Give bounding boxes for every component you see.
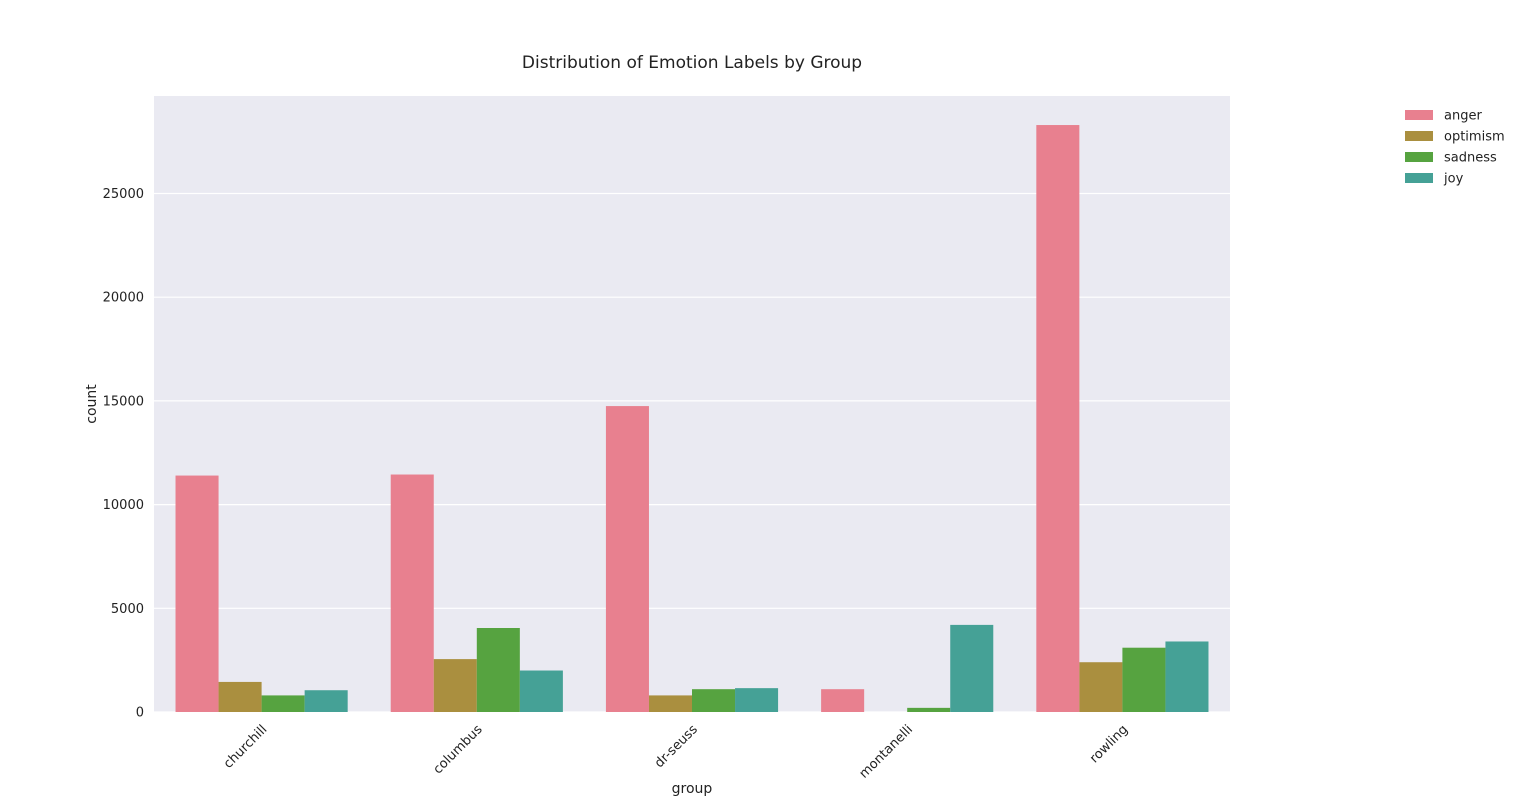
- legend-swatch-joy: [1405, 173, 1433, 183]
- x-tick-label: rowling: [1087, 722, 1131, 766]
- bar-joy-montanelli: [950, 624, 994, 712]
- x-axis-ticks: churchill columbus dr-seuss montanelli rowli…: [221, 722, 1131, 782]
- legend-swatch-sadness: [1405, 152, 1433, 162]
- bar-anger-rowling: [1036, 125, 1080, 712]
- x-tick-label: dr-seuss: [652, 722, 701, 771]
- legend: anger optimism sadness joy: [1405, 109, 1505, 187]
- bar-optimism-dr-seuss: [648, 695, 692, 712]
- bar-sadness-rowling: [1122, 647, 1166, 712]
- x-axis-label: group: [672, 781, 713, 797]
- legend-label-optimism: optimism: [1444, 130, 1505, 145]
- y-tick-label: 25000: [103, 187, 144, 202]
- y-axis-ticks: 0 5000 10000 15000 20000 25000: [103, 187, 144, 721]
- legend-label-anger: anger: [1444, 109, 1482, 124]
- y-tick-label: 20000: [103, 291, 144, 306]
- bar-sadness-columbus: [476, 628, 520, 712]
- bar-anger-montanelli: [821, 689, 865, 712]
- bar-sadness-dr-seuss: [692, 689, 736, 712]
- bar-anger-columbus: [390, 474, 434, 712]
- bar-sadness-churchill: [261, 695, 305, 712]
- bar-sadness-montanelli: [907, 707, 951, 712]
- chart-title: Distribution of Emotion Labels by Group: [522, 53, 862, 73]
- bar-joy-columbus: [519, 670, 563, 712]
- bar-optimism-columbus: [433, 659, 477, 712]
- legend-label-joy: joy: [1443, 172, 1464, 187]
- y-tick-label: 5000: [111, 602, 144, 617]
- legend-swatch-anger: [1405, 110, 1433, 120]
- bar-joy-dr-seuss: [735, 688, 779, 712]
- y-tick-label: 15000: [103, 394, 144, 409]
- bar-joy-rowling: [1165, 641, 1209, 712]
- bar-anger-dr-seuss: [605, 406, 649, 712]
- bar-joy-churchill: [304, 690, 348, 712]
- x-tick-label: columbus: [431, 722, 486, 777]
- bars: [175, 125, 1209, 712]
- legend-swatch-optimism: [1405, 131, 1433, 141]
- legend-label-sadness: sadness: [1444, 151, 1497, 166]
- bar-anger-churchill: [175, 475, 219, 712]
- y-tick-label: 10000: [103, 498, 144, 513]
- y-tick-label: 0: [136, 706, 144, 721]
- y-axis-label: count: [84, 384, 100, 424]
- bar-optimism-churchill: [218, 681, 262, 712]
- x-tick-label: churchill: [221, 722, 270, 771]
- bar-optimism-rowling: [1079, 662, 1123, 712]
- x-tick-label: montanelli: [857, 722, 916, 781]
